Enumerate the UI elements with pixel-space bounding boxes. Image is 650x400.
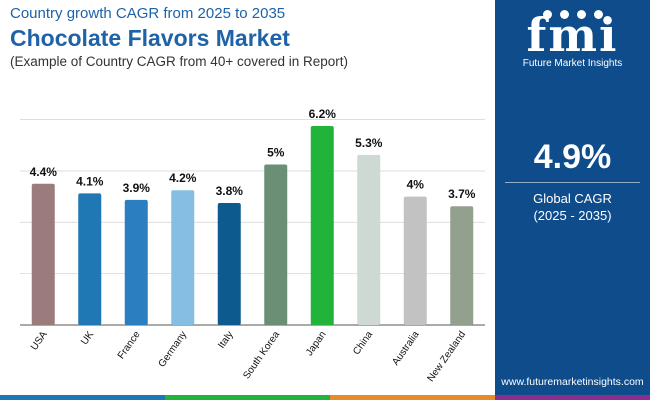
x-tick-label: Japan <box>304 329 329 358</box>
chart-header: Country growth CAGR from 2025 to 2035 Ch… <box>10 4 480 72</box>
x-tick-label: Australia <box>390 329 422 368</box>
data-label: 5% <box>267 146 285 160</box>
brand-name: Future Market Insights <box>522 58 623 69</box>
data-label: 3.9% <box>123 181 151 195</box>
summary-panel-content: fmi Future Market Insights 4.9% Global C… <box>495 0 650 400</box>
data-label: 4% <box>407 178 425 192</box>
website-link[interactable]: www.futuremarketinsights.com <box>501 376 644 388</box>
bar-usa <box>31 183 55 325</box>
data-label: 4.1% <box>76 174 104 188</box>
global-cagr-label: Global CAGR <box>533 191 612 206</box>
logo-dots-icon <box>495 6 650 24</box>
summary-panel: fmi Future Market Insights 4.9% Global C… <box>495 0 650 400</box>
footer-bar-1 <box>0 395 165 400</box>
x-tick-label: South Korea <box>241 329 282 381</box>
bar-france <box>124 199 148 325</box>
x-tick-label: USA <box>29 329 50 352</box>
panel-divider <box>505 182 640 183</box>
bar-south-korea <box>264 164 288 325</box>
global-cagr-years: (2025 - 2035) <box>533 208 612 223</box>
data-label: 5.3% <box>355 136 383 150</box>
bar-new-zealand <box>450 206 474 325</box>
footer-bar-2 <box>165 395 330 400</box>
x-tick-label: China <box>351 329 375 357</box>
data-label: 6.2% <box>309 107 337 121</box>
bar-china <box>357 154 381 325</box>
x-tick-label: New Zealand <box>425 329 468 384</box>
data-label: 4.2% <box>169 171 197 185</box>
chart-note: (Example of Country CAGR from 40+ covere… <box>10 54 349 69</box>
bar-chart: 4.4% USA 4.1% UK 3.9% France 4.2% Germany 3.8% It… <box>20 107 485 384</box>
bar-uk <box>78 193 102 325</box>
x-tick-label: UK <box>79 329 96 347</box>
global-cagr-value: 4.9% <box>533 138 612 176</box>
logo-wordmark: fmi <box>526 8 619 62</box>
data-label: 3.7% <box>448 187 476 201</box>
bar-italy <box>217 203 241 325</box>
chart-title: Chocolate Flavors Market <box>10 25 290 51</box>
bar-australia <box>403 196 427 325</box>
x-tick-label: France <box>116 329 143 361</box>
data-label: 4.4% <box>30 165 58 179</box>
chart-subtitle: Country growth CAGR from 2025 to 2035 <box>10 5 286 22</box>
footer-bar-3 <box>330 395 495 400</box>
footer-bar-4 <box>495 395 650 400</box>
bar-germany <box>171 190 195 325</box>
data-label: 3.8% <box>216 184 244 198</box>
x-tick-label: Germany <box>157 329 190 369</box>
bar-japan <box>310 126 334 325</box>
x-tick-label: Italy <box>216 329 236 350</box>
fmi-logo: fmi <box>495 10 650 72</box>
